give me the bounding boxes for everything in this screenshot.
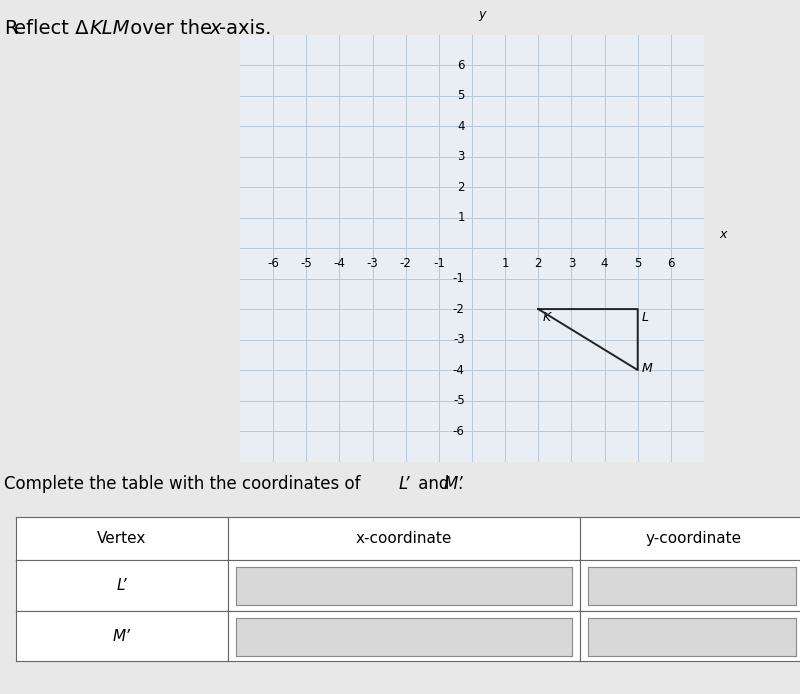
Text: 2: 2 xyxy=(534,257,542,270)
Text: -5: -5 xyxy=(453,394,465,407)
Text: M’: M’ xyxy=(113,629,131,643)
Text: -6: -6 xyxy=(267,257,279,270)
Text: x: x xyxy=(210,19,221,38)
Text: -3: -3 xyxy=(366,257,378,270)
Text: -1: -1 xyxy=(453,272,465,285)
Text: 2: 2 xyxy=(458,180,465,194)
Text: K: K xyxy=(542,311,550,323)
Text: -6: -6 xyxy=(453,425,465,437)
Text: x: x xyxy=(719,228,726,242)
Text: 6: 6 xyxy=(667,257,674,270)
Text: L’: L’ xyxy=(117,578,127,593)
Text: 5: 5 xyxy=(458,89,465,102)
Text: -3: -3 xyxy=(453,333,465,346)
Text: L: L xyxy=(642,311,649,323)
Text: over the: over the xyxy=(124,19,218,38)
Text: 3: 3 xyxy=(458,150,465,163)
Text: -2: -2 xyxy=(453,303,465,316)
Text: Vertex: Vertex xyxy=(98,531,146,546)
Text: 6: 6 xyxy=(458,59,465,71)
Text: 4: 4 xyxy=(601,257,608,270)
Text: -1: -1 xyxy=(433,257,445,270)
Text: y-coordinate: y-coordinate xyxy=(646,531,742,546)
Text: -axis.: -axis. xyxy=(219,19,271,38)
Text: .: . xyxy=(458,475,463,493)
Text: -4: -4 xyxy=(453,364,465,377)
Text: KLM: KLM xyxy=(90,19,130,38)
Text: Complete the table with the coordinates of: Complete the table with the coordinates … xyxy=(4,475,366,493)
Text: M: M xyxy=(642,362,653,375)
Text: 5: 5 xyxy=(634,257,642,270)
Text: eflect Δ: eflect Δ xyxy=(14,19,88,38)
Text: -4: -4 xyxy=(334,257,346,270)
Text: and: and xyxy=(413,475,454,493)
Text: x-coordinate: x-coordinate xyxy=(356,531,452,546)
Text: M’: M’ xyxy=(443,475,463,493)
Text: y: y xyxy=(478,8,486,21)
Text: 3: 3 xyxy=(568,257,575,270)
Text: 4: 4 xyxy=(458,119,465,133)
Text: R: R xyxy=(4,19,18,38)
Text: L’: L’ xyxy=(398,475,410,493)
Text: 1: 1 xyxy=(458,211,465,224)
Text: -2: -2 xyxy=(400,257,412,270)
Text: -5: -5 xyxy=(301,257,312,270)
Text: 1: 1 xyxy=(502,257,509,270)
